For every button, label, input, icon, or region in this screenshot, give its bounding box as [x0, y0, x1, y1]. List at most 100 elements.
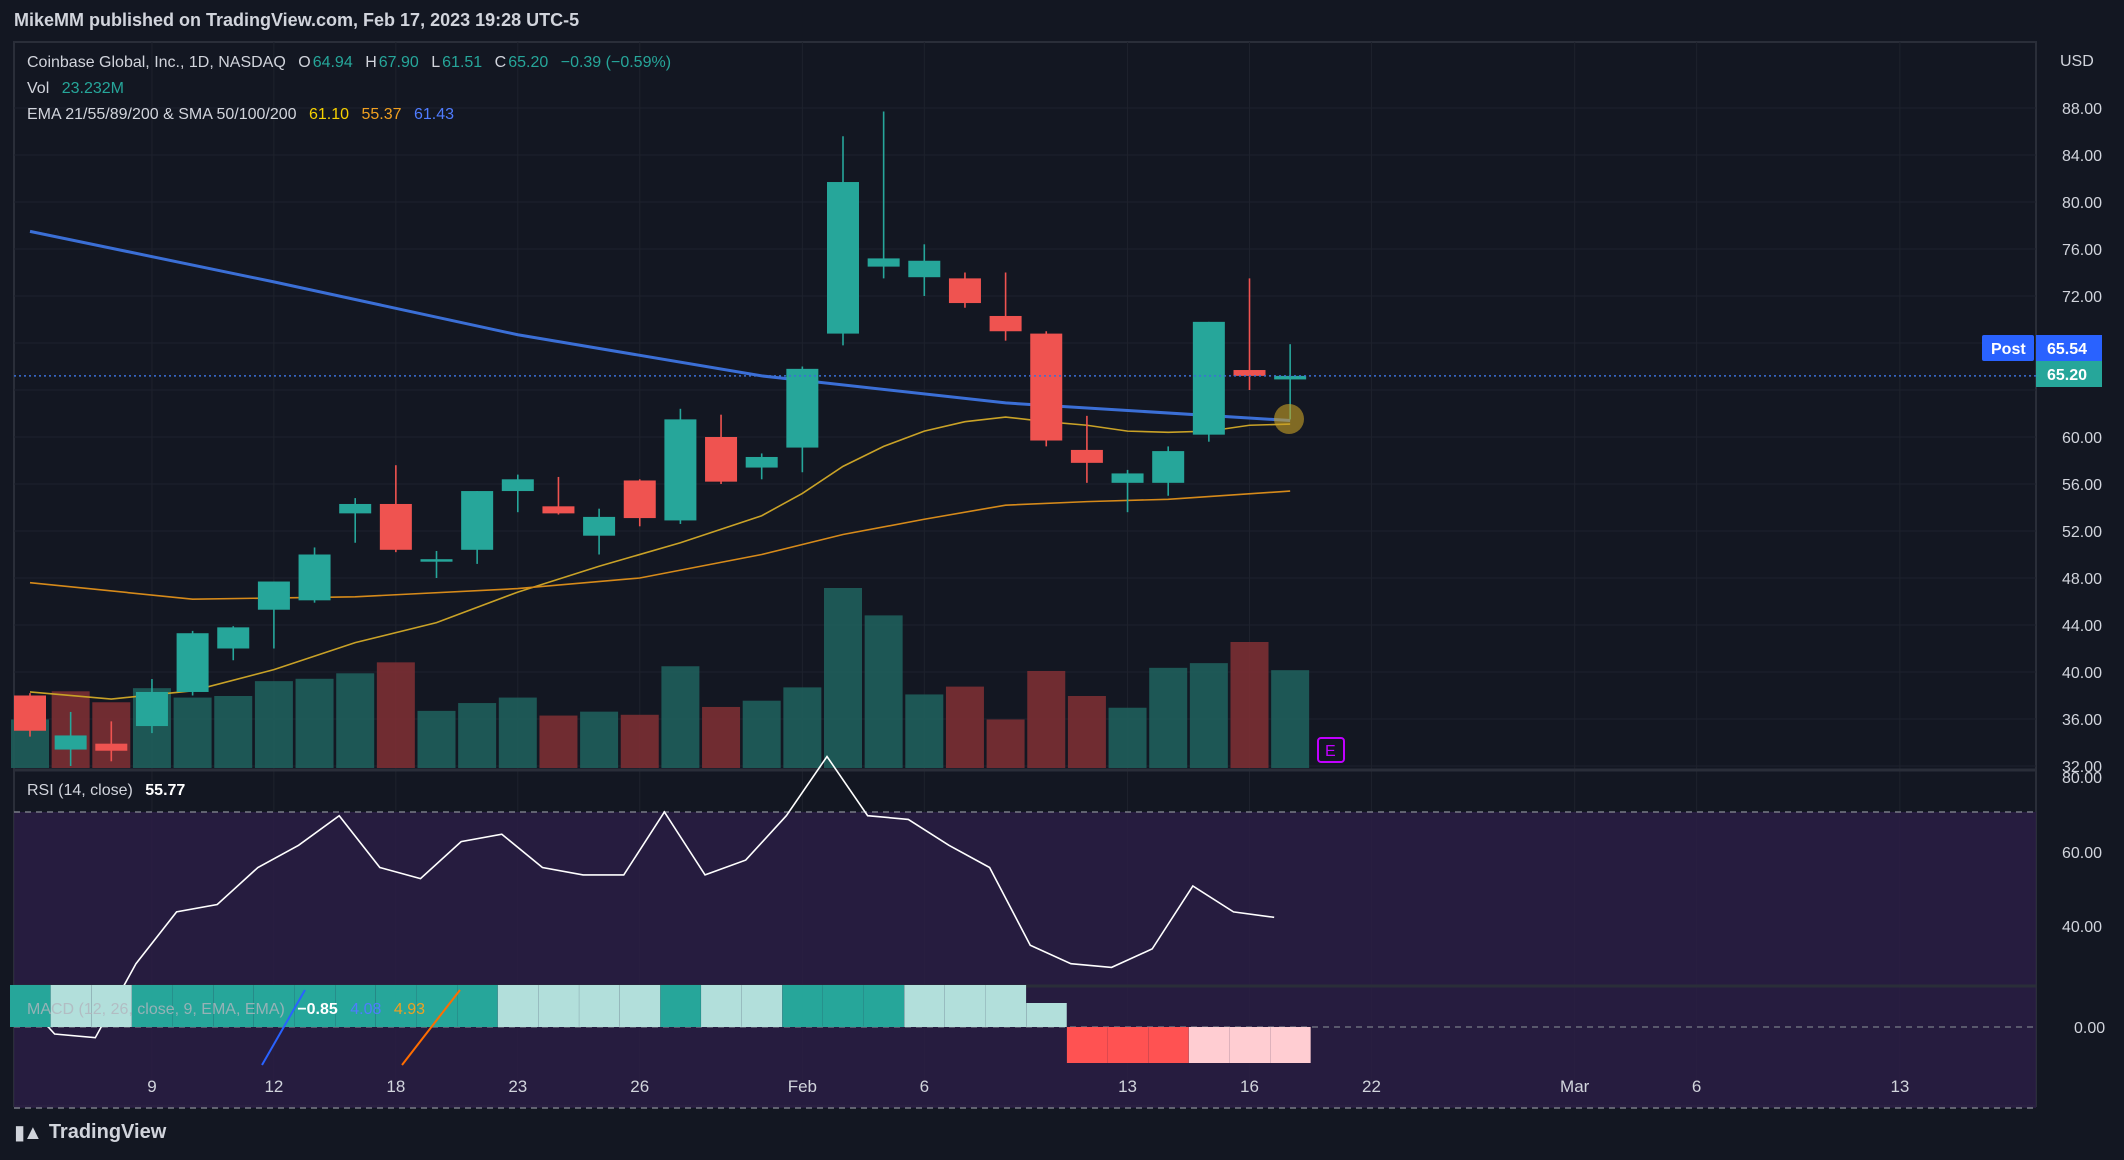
candle-body: [664, 419, 697, 521]
price-tick-label: 52.00: [2062, 524, 2102, 541]
rsi-tick-60: 60.00: [2062, 845, 2102, 862]
candle-body: [135, 691, 168, 727]
time-tick-label: 6: [1692, 1077, 1701, 1096]
last-price-box: [2036, 361, 2102, 387]
candle-body: [827, 182, 859, 334]
currency-label: USD: [2060, 53, 2094, 70]
volume-bar: [580, 711, 619, 768]
rsi-legend[interactable]: RSI (14, close) 55.77: [27, 782, 187, 800]
cursor-highlight: [1274, 404, 1304, 434]
macd-bar: [497, 985, 539, 1027]
macd-bar: [375, 985, 417, 1027]
macd-line-value: 4.08: [350, 1001, 382, 1018]
macd-bar: [294, 985, 336, 1027]
volume-bar: [173, 697, 212, 768]
candle-body: [1152, 451, 1185, 483]
volume-value: 23.232M: [61, 80, 124, 97]
volume-bar: [1108, 707, 1147, 768]
low-label: L: [431, 54, 441, 71]
macd-bar: [91, 985, 132, 1027]
candle-body: [298, 554, 331, 601]
volume-bar: [783, 687, 822, 768]
price-legend[interactable]: Coinbase Global, Inc., 1D, NASDAQ O 64.94…: [27, 54, 673, 72]
macd-bar: [1188, 1027, 1230, 1063]
volume-bars: [11, 588, 1310, 768]
candle-body: [176, 633, 209, 692]
price-axis[interactable]: 32.00 36.00 40.00 44.00 48.00 52.00 56.00 60.00…: [2062, 101, 2102, 776]
candle-body: [501, 479, 534, 492]
macd-bar: [985, 985, 1027, 1027]
candle-body: [745, 456, 778, 468]
volume-bar: [458, 703, 497, 768]
price-tick-label: 80.00: [2062, 195, 2102, 212]
price-tick-label: 84.00: [2062, 148, 2102, 165]
candle-body: [705, 437, 738, 482]
volume-bar: [1230, 642, 1269, 768]
time-tick-label: 16: [1240, 1077, 1259, 1096]
rsi-value: 55.77: [145, 782, 186, 799]
high-label: H: [365, 54, 377, 71]
time-axis[interactable]: 9 12 18 23 26 Feb 6 13 16 22 Mar 6 13: [147, 1077, 1909, 1096]
candle-body: [1192, 321, 1225, 435]
candle-body: [379, 503, 412, 550]
volume-bar: [864, 615, 903, 768]
earnings-marker-label: E: [1325, 743, 1336, 760]
ema-legend[interactable]: EMA 21/55/89/200 & SMA 50/100/200 61.10 …: [27, 106, 456, 124]
macd-bar: [1026, 1003, 1067, 1027]
time-tick-label: 9: [147, 1077, 156, 1096]
price-tick-label: 40.00: [2062, 665, 2102, 682]
volume-bar: [1271, 670, 1310, 768]
macd-bar: [823, 985, 864, 1027]
volume-bar: [336, 673, 375, 768]
candle-body: [1233, 370, 1266, 376]
candle-body: [1070, 449, 1103, 463]
rsi-band: [14, 812, 2036, 1108]
macd-bar: [1229, 1027, 1270, 1063]
candle-body: [989, 315, 1022, 332]
time-tick-label: 13: [1890, 1077, 1909, 1096]
candle-body: [908, 260, 941, 278]
price-tick-label: 44.00: [2062, 618, 2102, 635]
volume-bar: [295, 678, 334, 768]
rsi-tick-80: 80.00: [2062, 770, 2102, 787]
earnings-marker[interactable]: [1317, 737, 1345, 763]
candle-body: [461, 491, 494, 550]
sma-value: 61.43: [413, 106, 455, 123]
candle-body: [339, 503, 372, 514]
macd-label: MACD (12, 26, close, 9, EMA, EMA): [27, 1001, 285, 1018]
candle-body: [54, 735, 87, 750]
macd-bar: [538, 985, 579, 1027]
candle-body: [583, 516, 616, 536]
time-tick-label: 22: [1362, 1077, 1381, 1096]
price-tick-label: 48.00: [2062, 571, 2102, 588]
high-value: 67.90: [378, 54, 419, 71]
macd-bar: [1107, 1027, 1149, 1063]
ema55-value: 55.37: [361, 106, 402, 123]
ema21-value: 61.10: [308, 106, 350, 123]
time-tick-label: 18: [386, 1077, 405, 1096]
macd-bar: [701, 985, 742, 1027]
macd-legend[interactable]: MACD (12, 26, close, 9, EMA, EMA) −0.85 …: [27, 1001, 427, 1019]
volume-bar: [945, 686, 984, 768]
macd-bar: [457, 985, 498, 1027]
candle-body: [257, 581, 290, 610]
footer-brand[interactable]: ▮▲ TradingView: [14, 1120, 166, 1145]
candle-body: [217, 627, 250, 649]
rsi-line-group: [13, 755, 1275, 1039]
macd-bar: [1270, 1027, 1311, 1063]
macd-bar: [741, 985, 783, 1027]
volume-legend[interactable]: Vol 23.232M: [27, 80, 126, 98]
close-label: C: [494, 54, 507, 71]
macd-bar: [660, 985, 701, 1027]
macd-bar: [944, 985, 986, 1027]
volume-bar: [742, 700, 781, 768]
volume-bar: [905, 694, 944, 768]
ema-label: EMA 21/55/89/200 & SMA 50/100/200: [27, 106, 297, 123]
macd-bar: [863, 985, 905, 1027]
time-tick-label: 6: [920, 1077, 929, 1096]
time-tick-label: Feb: [788, 1077, 817, 1096]
volume-bar: [1027, 670, 1066, 768]
price-tick-label: 56.00: [2062, 477, 2102, 494]
